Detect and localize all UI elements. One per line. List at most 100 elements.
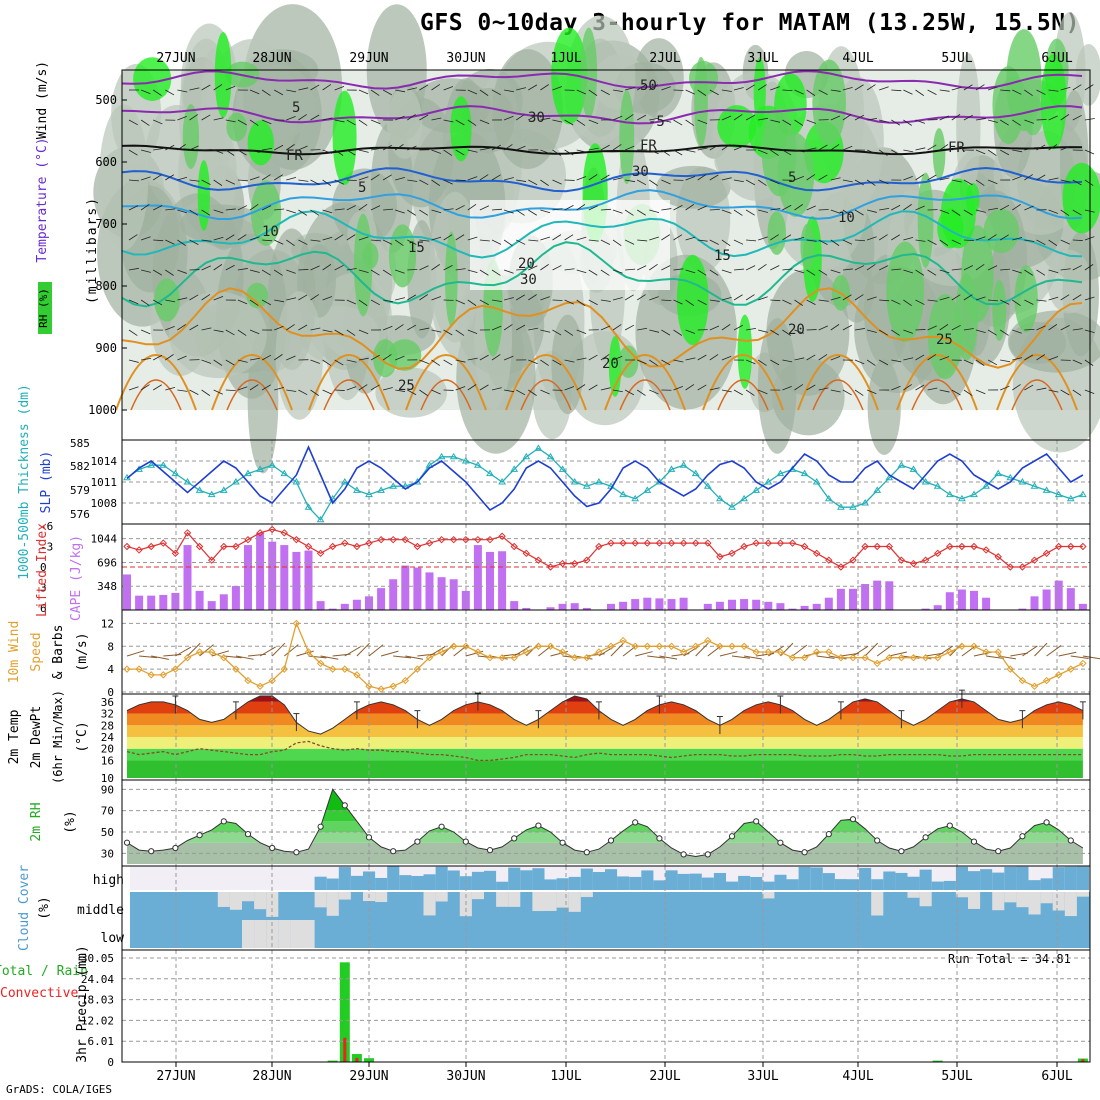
contour-label: 5	[358, 180, 366, 196]
wind-barb	[709, 299, 720, 302]
wind-barb	[298, 114, 307, 121]
wind-barb	[939, 89, 950, 92]
li-marker	[849, 556, 857, 564]
wind-barb	[467, 89, 478, 95]
wind-barb	[818, 89, 828, 96]
wind-speed-marker	[619, 636, 627, 645]
wind-barb	[153, 299, 163, 306]
wind-barb	[395, 177, 405, 181]
wind-barb-10m	[792, 644, 808, 657]
thickness-marker	[377, 486, 385, 493]
wind-barb	[443, 179, 453, 185]
wind-barb	[709, 354, 719, 361]
wind-barb	[806, 174, 816, 181]
wind-barb	[419, 294, 428, 301]
isotherm-arch	[717, 379, 769, 411]
wind-barb	[927, 89, 937, 95]
wind-barb	[491, 89, 501, 96]
wind-barb	[382, 174, 392, 181]
wind-barb-10m	[731, 655, 750, 659]
wind-barb	[310, 327, 321, 331]
temp-tick: 24	[101, 731, 115, 744]
high-cloud-cell	[411, 875, 424, 890]
cape-bar	[582, 607, 591, 610]
thickness-marker	[522, 452, 531, 460]
wind-barb	[310, 389, 319, 396]
wind-tick: 12	[101, 617, 114, 630]
mid-cloud-gap	[556, 892, 569, 908]
wind-barb	[745, 294, 755, 301]
wind-barb	[431, 264, 440, 271]
wind-barb	[649, 359, 658, 366]
wind-barb-10m	[876, 644, 892, 657]
wind-barb	[431, 117, 442, 121]
wind-barb	[479, 89, 489, 96]
wind-barb	[661, 208, 672, 211]
thickness-marker	[340, 478, 349, 485]
wind-speed-marker	[704, 636, 712, 645]
wind-barb	[709, 89, 719, 96]
isotherm-line	[121, 166, 1083, 193]
wind-barb	[1072, 84, 1082, 91]
wind-barb	[346, 359, 357, 363]
thickness-marker	[570, 478, 579, 485]
wind-barb	[697, 147, 708, 151]
wind-barb	[612, 297, 623, 301]
li-marker	[365, 539, 373, 547]
wind-barb	[346, 386, 357, 391]
wind-barb	[685, 89, 695, 95]
mid-cloud-gap	[871, 892, 884, 916]
cape-bar	[437, 577, 446, 610]
wind-speed-marker	[1079, 659, 1087, 668]
precip-tick: 18.03	[81, 994, 114, 1007]
wind-barb	[274, 144, 284, 151]
mid-cloud-gap	[326, 892, 339, 916]
wind-barb	[637, 359, 647, 365]
wind-barb	[721, 324, 731, 331]
wind-barb	[842, 179, 853, 183]
thickness-marker	[232, 478, 240, 485]
thickness-marker	[667, 465, 676, 472]
wind-barb	[455, 149, 465, 156]
wind-barb	[963, 209, 973, 216]
rh-marker	[293, 849, 300, 856]
high-cloud-cell	[859, 867, 872, 890]
isotherm-arch	[308, 354, 390, 411]
rh-marker	[1019, 833, 1026, 840]
precip-ylabel-c: 3hr Precip (mm)	[75, 945, 90, 1062]
wind-barb	[588, 174, 598, 181]
rh-marker	[801, 849, 808, 856]
wind-speed-marker	[825, 648, 833, 656]
mid-cloud-gap	[435, 892, 448, 902]
date-label-top: 27JUN	[156, 51, 195, 66]
date-label-bottom: 28JUN	[252, 1069, 291, 1084]
wind-barb	[806, 269, 816, 276]
wind-barb	[903, 357, 914, 361]
wind-barb	[1048, 389, 1059, 393]
wind-barb	[516, 324, 526, 331]
wind-barb	[830, 89, 841, 92]
thickness-marker	[752, 486, 761, 493]
wind-barb	[842, 86, 853, 91]
wind-barb	[624, 114, 634, 121]
lines-layer	[115, 70, 1100, 1063]
high-cloud-cell	[810, 867, 823, 890]
cape-bar	[123, 574, 131, 610]
thickness-marker	[510, 465, 519, 472]
wind-barb	[661, 86, 671, 91]
wind-barb	[685, 149, 696, 153]
cape-bar	[921, 608, 930, 610]
wind-barb	[213, 117, 224, 121]
temp-band	[127, 713, 1083, 726]
wind-barb	[854, 359, 865, 365]
wind-barb-10m	[151, 655, 169, 660]
li-marker	[546, 563, 555, 571]
wind-barb-10m	[719, 651, 738, 657]
li-marker	[570, 559, 579, 568]
contour-label: 15	[714, 248, 731, 264]
wind-barb	[225, 389, 236, 392]
wind-barb	[939, 324, 949, 331]
temp-tick: 20	[101, 743, 114, 756]
contour-label: 10	[838, 210, 855, 226]
precip-ylabel-a: Total / Rain	[0, 964, 88, 979]
